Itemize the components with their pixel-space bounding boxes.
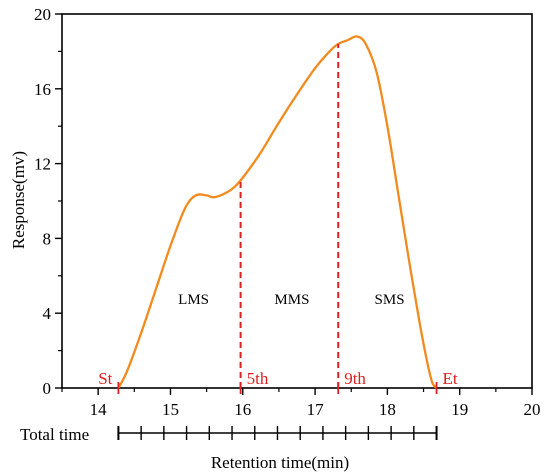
plot-frame <box>61 13 533 389</box>
region-label-sms: SMS <box>375 292 405 308</box>
total-time-label: Total time <box>20 425 89 444</box>
x-tick-label: 18 <box>379 400 396 419</box>
x-tick-label: 19 <box>451 400 468 419</box>
total-time-timeline <box>117 426 438 440</box>
x-tick-label: 17 <box>307 400 325 419</box>
annotations-layer: St 5th 9th Et LMS MMS SMS <box>98 43 458 394</box>
y-tick-label: 12 <box>34 155 51 174</box>
marker-label-et: Et <box>443 369 458 388</box>
x-tick-label: 14 <box>90 400 108 419</box>
region-label-mms: MMS <box>274 292 309 308</box>
x-tick-label: 20 <box>524 400 541 419</box>
marker-label-5th: 5th <box>247 369 269 388</box>
x-axis-label: Retention time(min) <box>211 453 349 472</box>
marker-label-9th: 9th <box>344 369 366 388</box>
response-curve <box>117 35 438 389</box>
marks-layer <box>117 35 438 389</box>
y-tick-label: 20 <box>34 5 51 24</box>
y-tick-label: 0 <box>43 379 52 398</box>
y-axis-label: Response(mv) <box>9 151 28 249</box>
region-label-lms: LMS <box>178 292 209 308</box>
y-tick-label: 8 <box>43 229 52 248</box>
x-tick-label: 15 <box>162 400 179 419</box>
x-tick-label: 16 <box>234 400 251 419</box>
marker-label-st: St <box>98 369 112 388</box>
axes-layer: 14 15 16 17 18 19 20 0 4 8 12 16 20 <box>34 5 541 419</box>
y-tick-label: 4 <box>43 304 52 323</box>
y-tick-label: 16 <box>34 80 51 99</box>
